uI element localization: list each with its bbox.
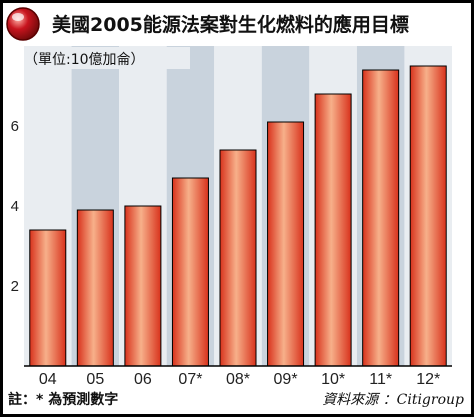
y-axis-ticks: 2 4 6 [11, 118, 19, 295]
bar-04 [29, 229, 67, 367]
chart-title: 美國2005能源法案對生化燃料的應用目標 [52, 13, 409, 36]
source-note: 資料來源 ：Citigroup [322, 392, 464, 408]
x-tick-label-07*: 07* [178, 371, 202, 388]
y-tick-label-6: 6 [11, 118, 19, 135]
title-button-shine [12, 13, 24, 21]
bar-08* [219, 149, 257, 367]
bar-05 [76, 209, 114, 367]
x-tick-label-04: 04 [39, 371, 57, 388]
bars [29, 65, 447, 367]
y-tick-label-2: 2 [11, 278, 19, 295]
x-tick-label-11*: 11* [369, 371, 392, 388]
x-tick-label-08*: 08* [226, 371, 250, 388]
x-tick-label-09*: 09* [274, 371, 298, 388]
y-tick-label-4: 4 [11, 198, 19, 215]
bar-12* [409, 65, 447, 367]
x-tick-label-10*: 10* [321, 371, 345, 388]
x-axis-labels: 04 05 06 07* 08* 09* 10* 11* 12* [39, 371, 440, 388]
x-tick-label-12*: 12* [416, 371, 440, 388]
footnote: 註：* 為預測數字 [8, 391, 118, 408]
bar-07* [171, 177, 209, 367]
title-button-icon [6, 7, 40, 41]
unit-label-bg [24, 47, 190, 69]
bar-10* [314, 93, 352, 367]
bar-06 [124, 205, 162, 367]
x-tick-label-06: 06 [134, 371, 152, 388]
x-tick-label-05: 05 [86, 371, 104, 388]
bar-11* [362, 69, 400, 367]
bar-09* [267, 121, 305, 367]
unit-label: （單位:10億加侖） [24, 51, 145, 68]
